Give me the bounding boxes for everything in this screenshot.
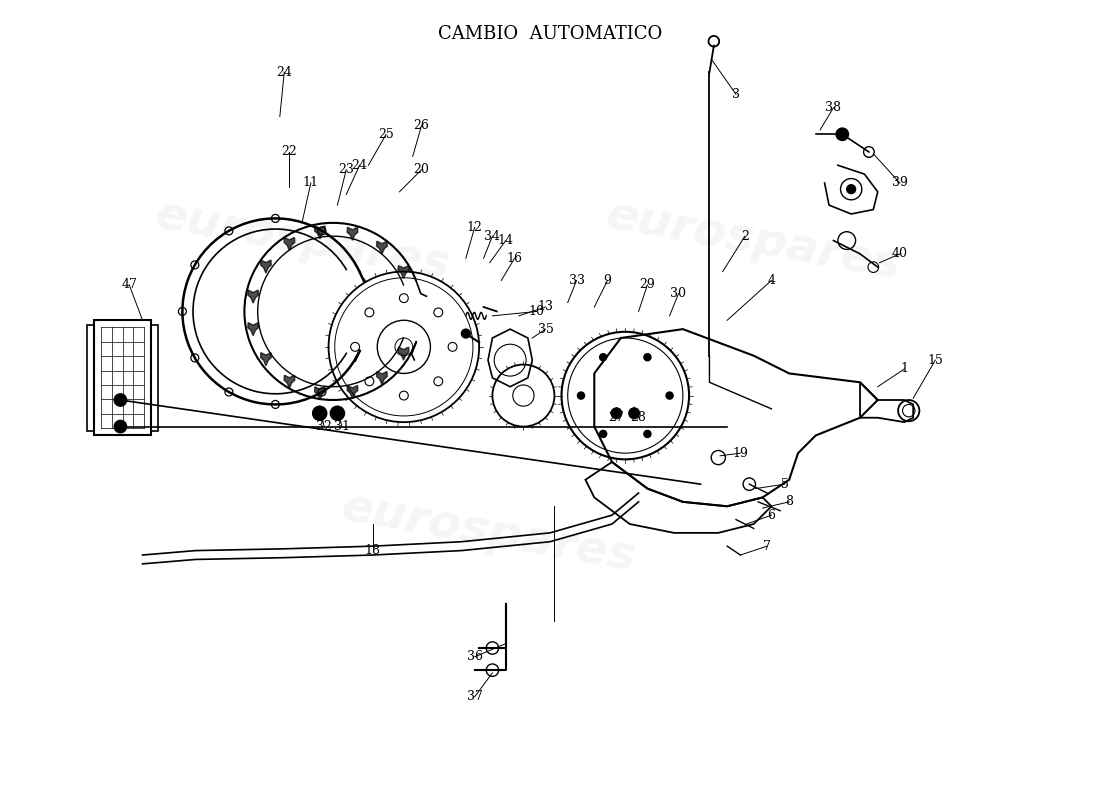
Polygon shape <box>248 290 258 303</box>
Text: 26: 26 <box>414 119 429 132</box>
Text: 24: 24 <box>352 158 367 172</box>
Text: 10: 10 <box>529 305 544 318</box>
Text: 4: 4 <box>768 274 776 287</box>
Circle shape <box>629 408 639 418</box>
Circle shape <box>312 406 327 420</box>
Circle shape <box>644 430 651 438</box>
Circle shape <box>578 392 584 399</box>
Circle shape <box>600 354 607 361</box>
Polygon shape <box>315 386 326 400</box>
Circle shape <box>330 406 344 420</box>
Bar <box>94 320 152 435</box>
Text: 6: 6 <box>768 509 776 522</box>
Circle shape <box>461 329 471 338</box>
Text: 31: 31 <box>333 420 350 433</box>
Text: 29: 29 <box>639 278 656 291</box>
Polygon shape <box>284 238 295 250</box>
Text: 2: 2 <box>741 230 749 242</box>
Text: 23: 23 <box>339 163 354 176</box>
Text: 33: 33 <box>569 274 584 287</box>
Circle shape <box>666 392 673 399</box>
Polygon shape <box>261 260 272 273</box>
Text: 15: 15 <box>927 354 944 366</box>
Text: 28: 28 <box>630 411 647 424</box>
Text: 8: 8 <box>785 495 793 508</box>
Polygon shape <box>261 353 272 366</box>
Bar <box>87 325 94 431</box>
Text: 24: 24 <box>276 66 293 78</box>
Text: 7: 7 <box>763 540 771 553</box>
Text: 13: 13 <box>538 301 553 314</box>
Text: 25: 25 <box>378 128 394 141</box>
Text: eurospares: eurospares <box>337 485 639 581</box>
Text: 19: 19 <box>733 446 748 460</box>
Polygon shape <box>398 266 409 278</box>
Text: eurospares: eurospares <box>151 193 453 289</box>
Circle shape <box>612 408 621 418</box>
Text: 40: 40 <box>892 247 907 260</box>
Circle shape <box>600 430 607 438</box>
Text: 30: 30 <box>670 287 686 300</box>
Text: 12: 12 <box>466 221 483 234</box>
Text: 34: 34 <box>484 230 500 242</box>
Text: 35: 35 <box>538 322 553 336</box>
Text: 3: 3 <box>732 88 740 101</box>
Text: 36: 36 <box>466 650 483 663</box>
Text: 37: 37 <box>466 690 483 703</box>
Text: 14: 14 <box>497 234 514 247</box>
Text: 22: 22 <box>280 146 297 158</box>
Bar <box>152 325 158 431</box>
Polygon shape <box>398 347 409 360</box>
Polygon shape <box>348 227 358 240</box>
Text: 47: 47 <box>121 278 138 291</box>
Circle shape <box>847 185 856 194</box>
Text: 11: 11 <box>302 177 319 190</box>
Text: 32: 32 <box>316 420 332 433</box>
Polygon shape <box>376 241 387 254</box>
Circle shape <box>114 394 126 406</box>
Text: 16: 16 <box>507 252 522 265</box>
Polygon shape <box>248 322 258 336</box>
Polygon shape <box>376 371 387 385</box>
Text: 9: 9 <box>604 274 612 287</box>
Polygon shape <box>315 226 326 239</box>
Circle shape <box>114 420 126 433</box>
Polygon shape <box>348 386 358 398</box>
Polygon shape <box>284 375 295 388</box>
Text: 38: 38 <box>825 101 842 114</box>
Text: CAMBIO  AUTOMATICO: CAMBIO AUTOMATICO <box>438 26 662 43</box>
Text: eurospares: eurospares <box>603 193 904 289</box>
Text: 1: 1 <box>900 362 909 375</box>
Text: 39: 39 <box>892 177 907 190</box>
Circle shape <box>644 354 651 361</box>
Text: 20: 20 <box>414 163 429 176</box>
Circle shape <box>836 128 848 141</box>
Text: 5: 5 <box>781 478 789 490</box>
Text: 18: 18 <box>365 544 381 557</box>
Text: 27: 27 <box>608 411 625 424</box>
